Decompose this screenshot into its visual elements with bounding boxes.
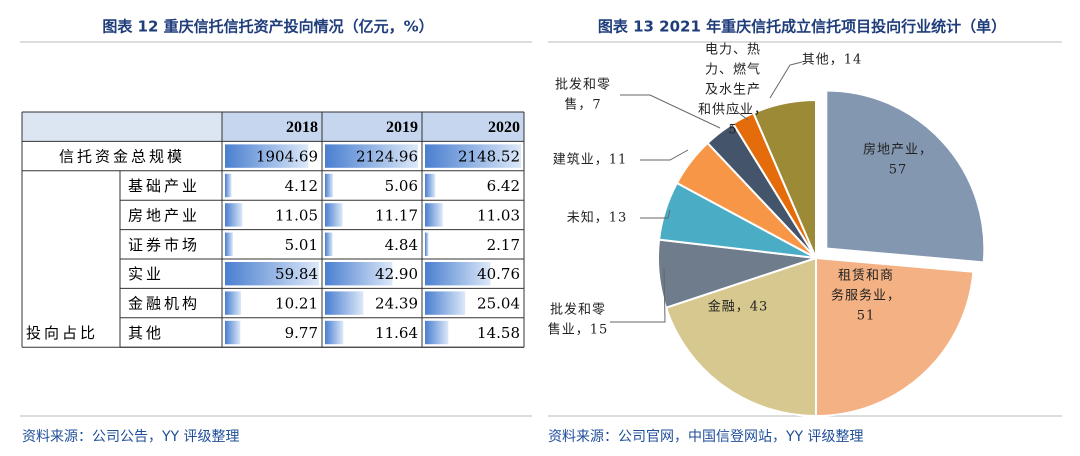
- leader-line: [769, 61, 803, 99]
- data-bar: [425, 173, 436, 198]
- leader-line: [610, 267, 666, 323]
- data-label: 电力、热: [705, 43, 761, 58]
- cell-value: 6.42: [487, 177, 520, 195]
- data-label: 其他，14: [802, 53, 863, 68]
- leader-line: [640, 149, 689, 161]
- data-label: 和供应业，: [698, 102, 768, 118]
- data-label: 批发和零: [555, 77, 611, 93]
- row-label: 金融机构: [128, 295, 200, 313]
- data-bar: [325, 262, 393, 286]
- cell-value: 24.39: [375, 295, 418, 313]
- pie: [657, 89, 986, 418]
- leaders: [610, 61, 803, 323]
- data-bar: [325, 203, 343, 227]
- data-bar: [425, 320, 449, 345]
- data-label: 力、燃气: [705, 62, 761, 78]
- cell-value: 1904.69: [256, 148, 318, 166]
- data-label: 未知，13: [567, 210, 628, 226]
- cell-value: 5.06: [385, 177, 418, 195]
- data-label: 5: [728, 123, 737, 138]
- data-bar: [425, 232, 429, 256]
- cell-value: 25.04: [477, 295, 520, 313]
- data-bar: [325, 291, 364, 315]
- cell-value: 9.77: [285, 324, 318, 342]
- data-bar: [225, 232, 233, 256]
- source: 资料来源：公司公告，YY 评级整理: [22, 429, 240, 445]
- column-header: 2018: [286, 119, 318, 136]
- row-label: 其他: [128, 324, 164, 342]
- row-label: 房地产业: [128, 206, 200, 224]
- leader-line: [734, 109, 749, 121]
- cell-value: 11.17: [375, 206, 418, 224]
- row-label: 基础产业: [128, 177, 200, 195]
- leader-line: [620, 94, 721, 129]
- cell-value: 2124.96: [356, 148, 418, 166]
- data-label: 51: [857, 309, 876, 324]
- row-label: 证券市场: [128, 236, 200, 254]
- data-bar: [325, 232, 333, 256]
- cell-value: 10.21: [275, 295, 318, 313]
- data-bar: [225, 320, 241, 345]
- cell-value: 4.84: [385, 236, 418, 254]
- data-label: 务服务业，: [831, 288, 901, 304]
- group-label: 投向占比: [26, 324, 98, 342]
- leader-line: [640, 209, 671, 219]
- data-label: 金融，43: [708, 299, 769, 315]
- source: 资料来源：公司官网，中国信登网站，YY 评级整理: [548, 429, 864, 445]
- data-bar: [225, 262, 319, 286]
- cell-value: 40.76: [477, 265, 520, 283]
- pie-slice: [825, 89, 986, 264]
- cell-value: 59.84: [275, 265, 318, 283]
- left-title: 图表 12 重庆信托信托资产投向情况（亿元，%）: [102, 18, 433, 36]
- data-bar: [225, 144, 309, 168]
- cell-value: 2148.52: [458, 148, 520, 166]
- cell-value: 42.90: [375, 265, 418, 283]
- data-bar: [425, 144, 521, 168]
- cell-value: 5.01: [285, 236, 318, 254]
- cell-value: 11.03: [477, 206, 520, 224]
- data-label: 57: [889, 163, 908, 178]
- pie-slice: [752, 98, 817, 259]
- data-label: 及水生产: [705, 83, 761, 98]
- data-bar: [425, 291, 466, 315]
- data-bar: [325, 320, 344, 345]
- cell-value: 4.12: [285, 177, 318, 195]
- header-bg: [222, 112, 524, 142]
- cell-value: 11.64: [375, 324, 418, 342]
- data-bar: [425, 203, 443, 227]
- cell-value: 11.05: [275, 206, 318, 224]
- data-label: 售业，15: [548, 322, 609, 338]
- column-header: 2019: [386, 119, 418, 136]
- row-label: 信托资金总规模: [59, 148, 185, 166]
- table: 2018 2019 2020 信托资金总规模 1904.69 2124.96 2148.52…: [21, 111, 525, 348]
- data-bar: [225, 203, 243, 227]
- row-label: 实业: [128, 265, 164, 283]
- pie-slice: [664, 256, 817, 418]
- data-label: 批发和零: [550, 302, 606, 318]
- pie-slice: [815, 256, 975, 418]
- data-bar: [225, 291, 242, 315]
- data-label: 房地产业，: [863, 142, 933, 158]
- chart-title: 图表 13 2021 年重庆信托成立信托项目投向行业统计（单）: [598, 18, 1006, 36]
- data-label: 租赁和商: [838, 269, 894, 284]
- column-header: 2020: [488, 119, 520, 136]
- data-label: 建筑业，11: [553, 152, 628, 168]
- cell-value: 14.58: [477, 324, 520, 342]
- data-bar: [325, 173, 333, 198]
- data-bar: [325, 144, 418, 168]
- cell-value: 2.17: [487, 236, 520, 254]
- data-label: 售，7: [564, 97, 601, 113]
- data-bar: [425, 262, 491, 286]
- data-bar: [225, 173, 232, 198]
